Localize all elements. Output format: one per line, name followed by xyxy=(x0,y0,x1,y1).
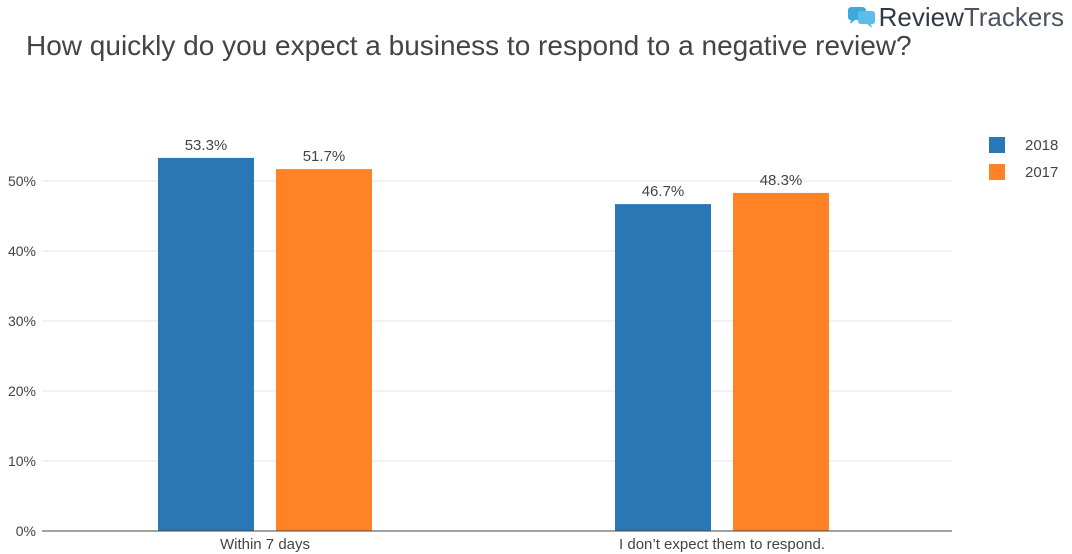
legend-label: 2018 xyxy=(1025,137,1058,154)
data-label: 46.7% xyxy=(642,183,685,200)
legend: 2018 2017 xyxy=(989,137,1058,181)
x-category-label: Within 7 days xyxy=(220,536,310,553)
data-label: 51.7% xyxy=(303,148,346,165)
y-tick-label: 30% xyxy=(8,313,36,329)
data-label: 48.3% xyxy=(760,172,803,189)
brand-name-part2: Trackers xyxy=(963,2,1064,32)
axes: 0% 10% 20% 30% 40% 50% Within 7 days I don’t ex… xyxy=(8,173,952,553)
legend-swatch-2017 xyxy=(989,164,1005,180)
chart-title: How quickly do you expect a business to … xyxy=(26,30,912,61)
y-tick-label: 20% xyxy=(8,383,36,399)
legend-label: 2017 xyxy=(1025,164,1058,181)
x-category-label: I don’t expect them to respond. xyxy=(619,536,825,553)
y-tick-label: 10% xyxy=(8,453,36,469)
y-tick-label: 0% xyxy=(16,523,36,539)
y-tick-label: 40% xyxy=(8,243,36,259)
y-tick-label: 50% xyxy=(8,173,36,189)
bar-2018-0 xyxy=(158,157,254,531)
bar-2017-1 xyxy=(733,192,829,531)
bars: 53.3% 51.7% 46.7% 48.3% xyxy=(158,137,829,531)
speech-bubble-icon xyxy=(847,6,875,28)
bar-2017-0 xyxy=(276,169,372,531)
brand-logo: Review Trackers xyxy=(845,2,1064,33)
brand-name-part1: Review xyxy=(878,2,964,32)
legend-swatch-2018 xyxy=(989,137,1005,153)
bar-2018-1 xyxy=(615,204,711,531)
data-label: 53.3% xyxy=(185,137,228,154)
